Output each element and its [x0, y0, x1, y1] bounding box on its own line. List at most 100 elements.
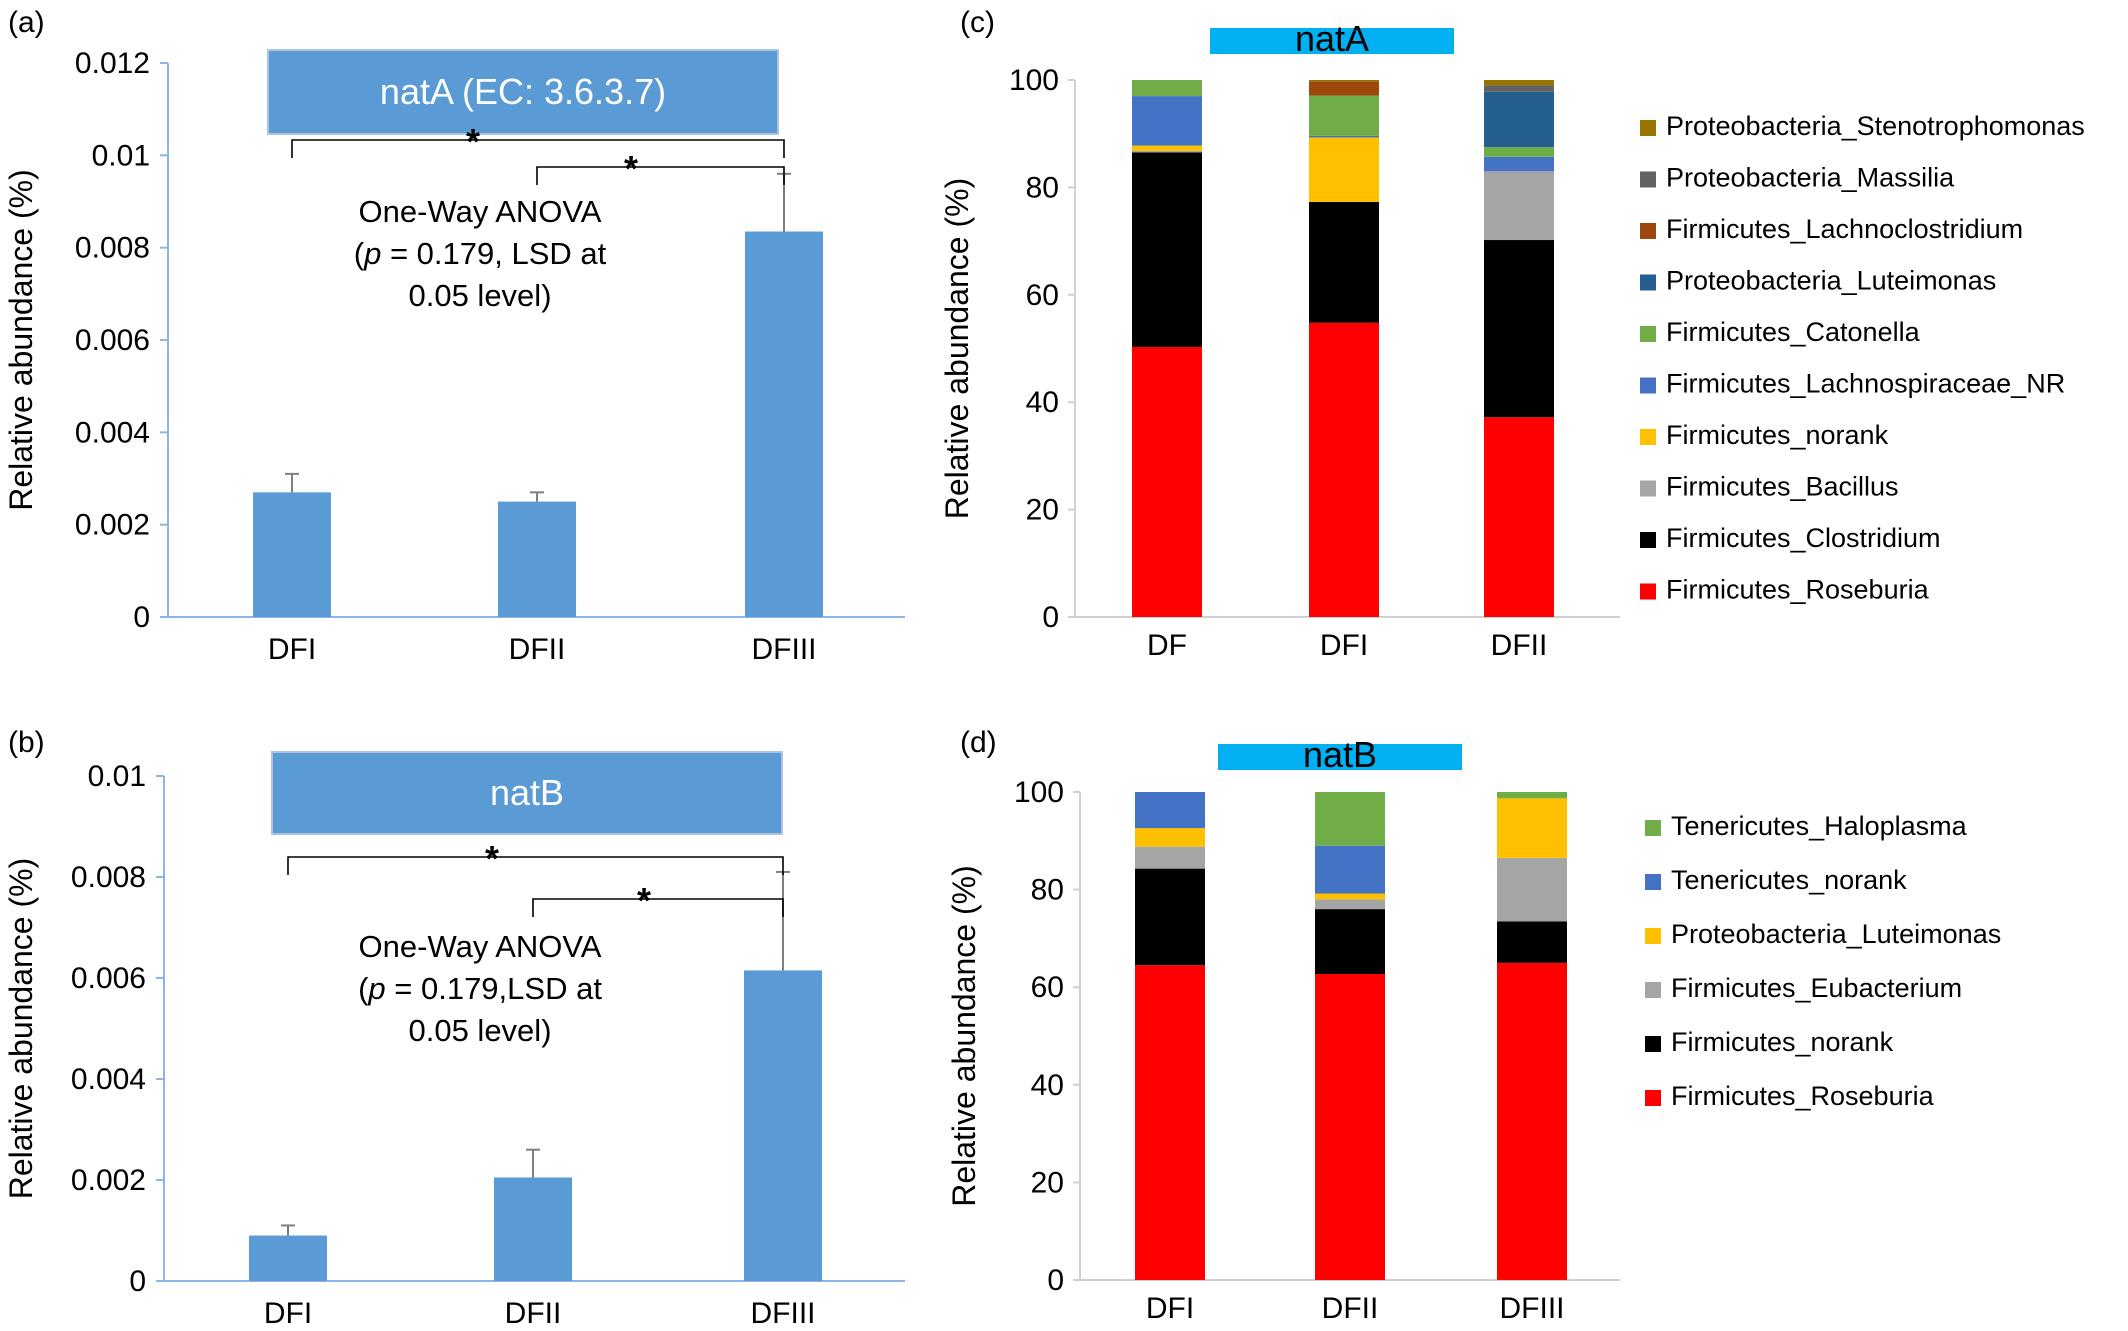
- stack-segment-tenericutes-haloplasma: [1315, 792, 1385, 846]
- panel-label: (a): [8, 6, 45, 39]
- legend-label: Firmicutes_norank: [1671, 1027, 1894, 1057]
- stack-segment-proteobacteria-luteimonas: [1135, 828, 1205, 847]
- stack-segment-proteobacteria-luteimonas: [1484, 91, 1554, 148]
- stack-segment-firmicutes-roseburia: [1309, 322, 1379, 617]
- legend-label: Firmicutes_Clostridium: [1666, 523, 1941, 553]
- anova-line-1: One-Way ANOVA: [359, 194, 602, 229]
- y-tick-label: 100: [1014, 776, 1064, 809]
- x-tick-label: DFI: [264, 1297, 312, 1330]
- title-box: [1210, 28, 1454, 54]
- legend-swatch: [1640, 429, 1656, 445]
- chart-title: natB: [1303, 734, 1377, 775]
- y-tick-label: 0.002: [75, 509, 150, 542]
- anova-line-3: 0.05 level): [408, 1013, 551, 1048]
- stack-segment-tenericutes-haloplasma: [1497, 792, 1567, 799]
- x-tick-label: DFIII: [751, 1297, 816, 1330]
- x-tick-label: DFI: [268, 633, 316, 666]
- stack-segment-firmicutes-clostridium: [1309, 201, 1379, 323]
- y-tick-label: 0: [1042, 601, 1059, 634]
- x-tick-label: DFI: [1320, 629, 1368, 662]
- x-tick-label: DFIII: [1500, 1292, 1565, 1325]
- stack-segment-firmicutes-roseburia: [1135, 965, 1205, 1280]
- stack-segment-firmicutes-norank: [1135, 868, 1205, 966]
- y-tick-label: 0: [133, 601, 150, 634]
- legend-swatch: [1640, 326, 1656, 342]
- legend-swatch: [1640, 480, 1656, 497]
- legend-label: Firmicutes_Catonella: [1666, 317, 1921, 347]
- stack-segment-proteobacteria-massilia: [1484, 85, 1554, 92]
- legend-label: Tenericutes_norank: [1671, 865, 1907, 895]
- legend-label: Firmicutes_Lachnospiraceae_NR: [1666, 369, 2065, 399]
- panel-b-natB-bar-chart: (b) natB Relative abundance (%) 0 0.002 0.004…: [3, 726, 905, 1330]
- y-tick-label: 0.004: [75, 416, 150, 449]
- x-tick-label: DFII: [509, 633, 566, 666]
- panel-c-natA-stacked-chart: (c) natA Relative abundance (%) 0 20 40 60 80 10…: [939, 6, 2085, 662]
- y-tick-label: 0.008: [75, 232, 150, 265]
- anova-p-symbol: p: [367, 971, 385, 1006]
- legend-swatch: [1640, 377, 1656, 394]
- legend-swatch: [1645, 928, 1661, 944]
- stack-segment-firmicutes-roseburia: [1497, 962, 1567, 1280]
- legend-swatch: [1640, 274, 1656, 291]
- x-tick-label: DFI: [1146, 1292, 1194, 1325]
- anova-p-symbol: p: [363, 236, 381, 271]
- significance-star: *: [485, 838, 499, 879]
- y-tick-label: 0: [1047, 1264, 1064, 1297]
- panel-label: (c): [960, 6, 995, 39]
- panel-d-natB-stacked-chart: (d) natB Relative abundance (%) 0 20 40 60 80 10…: [946, 726, 2001, 1325]
- legend-label: Proteobacteria_Massilia: [1666, 163, 1955, 193]
- legend-label: Firmicutes_Bacillus: [1666, 472, 1899, 502]
- bar-dfi: [253, 492, 331, 617]
- stack-segment-firmicutes-eubacterium: [1497, 857, 1567, 922]
- anova-p-value: = 0.179, LSD at: [381, 236, 606, 271]
- legend-swatch: [1640, 120, 1656, 136]
- y-axis-label: Relative abundance (%): [939, 178, 975, 520]
- stack-segment-firmicutes-norank: [1132, 145, 1202, 151]
- significance-star: *: [624, 148, 638, 189]
- x-tick-label: DFII: [1322, 1292, 1379, 1325]
- legend-swatch: [1640, 171, 1656, 188]
- x-tick-label: DF: [1147, 629, 1187, 662]
- y-axis-label: Relative abundance (%): [3, 169, 39, 511]
- stack-segment-firmicutes-norank: [1315, 909, 1385, 975]
- y-tick-label: 40: [1031, 1069, 1064, 1102]
- bar-dfiii: [745, 231, 823, 617]
- anova-line-2: (p = 0.179,LSD at: [358, 971, 602, 1006]
- stack-segment-firmicutes-bacillus: [1484, 171, 1554, 241]
- anova-line-3: 0.05 level): [408, 278, 551, 313]
- y-tick-label: 100: [1009, 64, 1059, 97]
- y-tick-label: 20: [1031, 1166, 1064, 1199]
- stack-segment-firmicutes-lachnospiraceae-nr: [1132, 96, 1202, 146]
- legend-swatch: [1645, 982, 1661, 998]
- title-box: [267, 49, 779, 135]
- legend-swatch: [1645, 820, 1661, 836]
- chart-title: natB: [490, 772, 564, 813]
- y-tick-label: 0.004: [71, 1063, 146, 1096]
- stack-segment-firmicutes-lachnospiraceae-nr: [1484, 156, 1554, 172]
- stack-segment-firmicutes-roseburia: [1484, 417, 1554, 617]
- stack-segment-firmicutes-lachnoclostridium: [1309, 81, 1379, 96]
- legend-swatch: [1640, 532, 1656, 548]
- y-tick-label: 60: [1026, 279, 1059, 312]
- stack-segment-proteobacteria-luteimonas: [1315, 893, 1385, 900]
- anova-paren: (: [354, 236, 365, 271]
- title-box: [1218, 744, 1462, 770]
- y-tick-label: 60: [1031, 971, 1064, 1004]
- legend-swatch: [1640, 223, 1656, 239]
- y-tick-label: 0.006: [75, 324, 150, 357]
- bar-dfii: [498, 501, 576, 617]
- legend-label: Proteobacteria_Luteimonas: [1666, 266, 1996, 296]
- x-tick-label: DFIII: [752, 633, 817, 666]
- stack-segment-firmicutes-catonella: [1484, 147, 1554, 157]
- stack-segment-firmicutes-bacillus: [1132, 150, 1202, 153]
- stack-segment-firmicutes-eubacterium: [1315, 899, 1385, 910]
- panel-a-natA-bar-chart: (a) natA (EC: 3.6.3.7) Relative abundance …: [3, 6, 905, 666]
- y-tick-label: 0.002: [71, 1164, 146, 1197]
- stack-segment-firmicutes-catonella: [1309, 95, 1379, 136]
- stack-segment-proteobacteria-luteimonas: [1497, 798, 1567, 858]
- panel-label: (b): [8, 726, 45, 759]
- y-tick-label: 0.01: [88, 760, 146, 793]
- legend-label: Firmicutes_Roseburia: [1671, 1081, 1935, 1111]
- anova-line-1: One-Way ANOVA: [359, 929, 602, 964]
